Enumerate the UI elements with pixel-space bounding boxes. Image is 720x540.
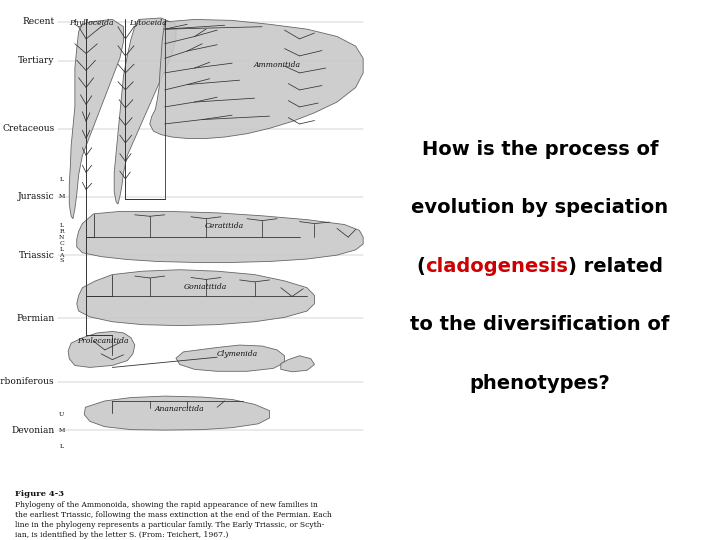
Text: ) related: ) related [568, 256, 663, 276]
Text: Prolecanitida: Prolecanitida [77, 337, 129, 345]
Text: Ammonitida: Ammonitida [253, 61, 300, 69]
Text: Jurassic: Jurassic [18, 192, 54, 201]
Text: Ananarcitida: Ananarcitida [155, 405, 204, 413]
Text: Carboniferous: Carboniferous [0, 377, 54, 386]
Text: N: N [59, 235, 65, 240]
Text: Lytoceida: Lytoceida [129, 19, 167, 28]
PathPatch shape [69, 19, 124, 219]
Text: C: C [60, 241, 64, 246]
Text: M: M [58, 194, 65, 199]
PathPatch shape [68, 332, 135, 367]
PathPatch shape [150, 19, 363, 138]
Text: L: L [60, 444, 64, 449]
Text: evolution by speciation: evolution by speciation [411, 198, 669, 217]
Text: L: L [60, 247, 64, 252]
Text: Permian: Permian [16, 314, 54, 323]
Text: Recent: Recent [22, 17, 54, 26]
Text: Devonian: Devonian [11, 426, 54, 435]
Text: Figure 4-3: Figure 4-3 [14, 490, 63, 498]
Text: Goniatitida: Goniatitida [184, 283, 228, 291]
Text: M: M [58, 428, 65, 433]
Text: cladogenesis: cladogenesis [426, 256, 568, 276]
Text: phenotypes?: phenotypes? [469, 374, 611, 393]
PathPatch shape [176, 345, 284, 372]
PathPatch shape [77, 270, 315, 326]
PathPatch shape [77, 212, 363, 262]
Text: Phylogeny of the Ammonoida, showing the rapid appearance of new families in
the : Phylogeny of the Ammonoida, showing the … [14, 501, 332, 539]
Text: (: ( [417, 256, 426, 276]
Text: How is the process of: How is the process of [422, 139, 658, 159]
Text: Ceratitida: Ceratitida [205, 222, 244, 230]
Text: Triassic: Triassic [19, 251, 54, 260]
Text: L: L [60, 177, 64, 183]
PathPatch shape [84, 396, 269, 430]
Text: Tertiary: Tertiary [18, 56, 54, 65]
PathPatch shape [281, 356, 315, 372]
Text: A: A [60, 253, 64, 258]
Text: L: L [60, 224, 64, 228]
Text: to the diversification of: to the diversification of [410, 315, 670, 334]
Text: Phylloceida: Phylloceida [69, 19, 114, 28]
Text: S: S [60, 259, 64, 264]
Text: Cretaceous: Cretaceous [2, 124, 54, 133]
Text: Clymenida: Clymenida [217, 350, 258, 358]
Text: R: R [60, 230, 64, 234]
Text: U: U [59, 411, 64, 416]
PathPatch shape [114, 18, 176, 204]
